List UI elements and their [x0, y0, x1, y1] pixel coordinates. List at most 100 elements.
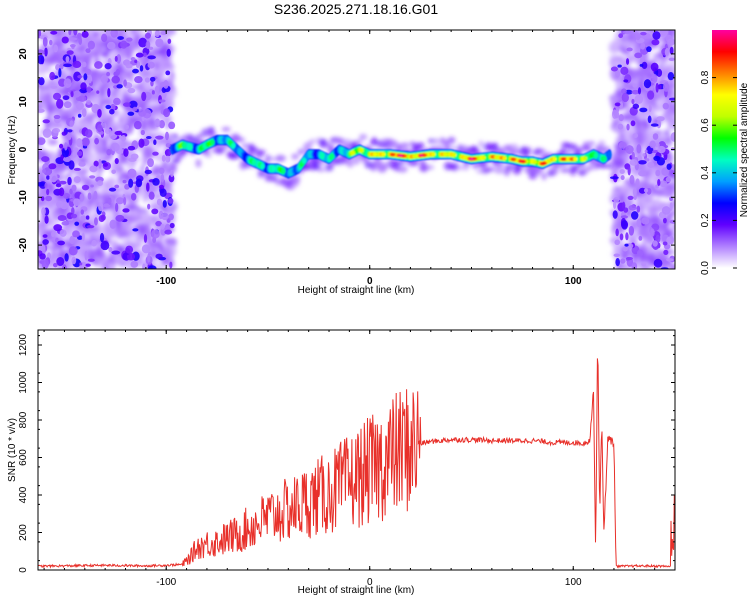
noise-blob: [629, 174, 635, 185]
ridge-cell: [260, 163, 265, 169]
snr-y-axis-label: SNR (10 * v/v): [7, 418, 18, 482]
noise-blob: [623, 79, 629, 83]
noise-blob: [144, 169, 152, 175]
noise-blob: [87, 40, 95, 50]
noise-blob: [168, 213, 174, 221]
noise-blob: [48, 39, 53, 46]
noise-blob: [652, 31, 661, 40]
ridge-halo-blob: [598, 140, 606, 148]
noise-blob: [652, 240, 658, 247]
spectrogram-y-tick-label: 0: [18, 146, 29, 152]
noise-blob: [107, 197, 112, 206]
ridge-cell: [271, 165, 276, 172]
ridge-halo-blob: [265, 155, 272, 161]
noise-haze-blob: [51, 243, 58, 258]
noise-blob: [154, 85, 160, 93]
colorbar-ticks: 0.0 0.2 0.4 0.6 0.8: [700, 70, 737, 275]
ridge-halo-blob: [270, 157, 277, 162]
spectrogram-x-ticks: -100 0 100: [43, 30, 676, 287]
noise-blob: [138, 138, 145, 148]
noise-haze-blob: [662, 134, 674, 139]
noise-blob: [78, 161, 86, 167]
noise-blob: [58, 180, 67, 185]
noise-haze-blob: [120, 109, 129, 123]
noise-blob: [62, 95, 70, 101]
noise-blob: [105, 30, 111, 36]
noise-blob: [56, 257, 65, 267]
noise-blob: [62, 156, 72, 163]
noise-blob: [71, 207, 75, 215]
noise-blob: [61, 221, 70, 226]
noise-blob: [653, 258, 663, 268]
noise-blob: [636, 249, 644, 257]
noise-haze-blob: [667, 119, 675, 130]
noise-blob: [158, 119, 166, 129]
noise-blob: [132, 106, 138, 112]
noise-blob: [81, 184, 90, 191]
noise-blob: [617, 64, 622, 68]
noise-blob: [631, 98, 635, 105]
noise-blob: [103, 203, 111, 208]
noise-haze-blob: [131, 239, 139, 244]
noise-blob: [130, 260, 139, 268]
noise-blob: [116, 197, 124, 205]
ridge-halo-blob: [581, 146, 593, 151]
noise-haze-blob: [129, 241, 143, 249]
noise-blob: [164, 229, 173, 235]
noise-blob: [140, 129, 146, 136]
noise-blob: [105, 104, 112, 110]
ridge-halo-blob: [417, 142, 425, 148]
ridge-halo-blob: [286, 181, 296, 191]
noise-haze-blob: [79, 41, 84, 56]
noise-blob: [639, 63, 644, 67]
noise-blob: [114, 184, 120, 189]
noise-haze-blob: [102, 99, 111, 105]
ridge-halo-blob: [382, 161, 389, 170]
noise-blob: [145, 135, 152, 140]
ridge-halo-blob: [563, 150, 573, 155]
ridge-halo-blob: [560, 167, 571, 173]
noise-blob: [628, 204, 637, 211]
noise-haze-blob: [141, 160, 146, 168]
noise-blob: [618, 114, 624, 122]
ridge-halo-blob: [541, 172, 547, 181]
ridge-cell: [582, 156, 588, 161]
noise-blob: [38, 150, 43, 160]
noise-blob: [71, 184, 77, 192]
ridge-cell: [231, 142, 236, 149]
colorbar-tick-label: 0.2: [700, 213, 711, 227]
noise-blob: [96, 90, 100, 94]
ridge-halo-blob: [328, 144, 335, 152]
noise-blob: [44, 47, 48, 57]
noise-blob: [42, 245, 46, 256]
noise-blob: [68, 30, 72, 36]
noise-blob: [59, 143, 64, 149]
noise-blob: [164, 149, 172, 157]
ridge-halo-blob: [297, 148, 304, 155]
noise-blob: [83, 73, 88, 81]
noise-haze-blob: [38, 174, 42, 183]
ridge-cell: [402, 154, 407, 157]
noise-blob: [55, 237, 59, 243]
snr-x-axis-label: Height of straight line (km): [298, 585, 415, 596]
noise-blob: [657, 145, 666, 154]
noise-blob: [657, 84, 662, 90]
noise-blob: [618, 33, 624, 39]
noise-blob: [668, 97, 675, 101]
ridge-cell: [593, 152, 599, 159]
ridge-cell: [431, 152, 436, 157]
ridge-halo-blob: [278, 156, 287, 161]
snr-y-tick-label: 600: [18, 449, 29, 466]
noise-blob: [117, 36, 124, 40]
noise-blob: [100, 214, 106, 221]
noise-blob: [51, 231, 55, 238]
noise-blob: [612, 210, 618, 219]
snr-background: [38, 330, 675, 570]
noise-blob: [632, 103, 640, 110]
spectrogram-ridge: [167, 126, 614, 191]
spectrogram-noise-blobs: [38, 30, 675, 269]
noise-blob: [666, 236, 672, 245]
noise-haze-blob: [143, 145, 154, 159]
noise-blob: [147, 55, 156, 60]
ridge-halo-blob: [586, 141, 596, 146]
